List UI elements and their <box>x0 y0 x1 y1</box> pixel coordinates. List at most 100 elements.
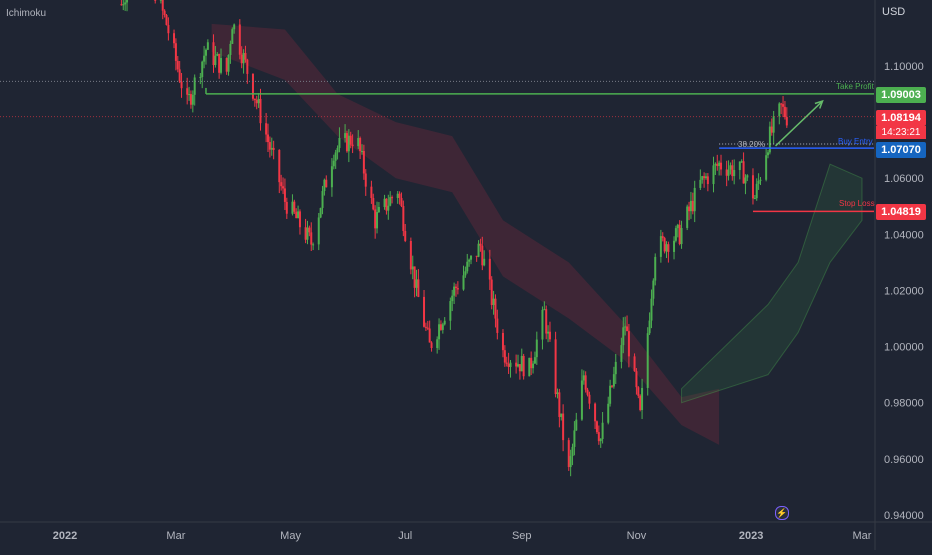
candle-body <box>334 152 337 161</box>
candle-body <box>740 161 743 163</box>
candle-body <box>490 279 493 305</box>
y-tick-label: 1.06000 <box>884 173 924 185</box>
candle-body <box>633 356 636 372</box>
candle-body <box>174 43 177 61</box>
candle-body <box>176 60 179 70</box>
candle-body <box>218 53 221 73</box>
candle-body <box>451 295 454 302</box>
x-tick-label: Sep <box>512 530 532 542</box>
candle-body <box>720 162 723 170</box>
candle-body <box>680 227 683 245</box>
y-tick-label: 0.98000 <box>884 398 924 410</box>
candle-body <box>443 320 446 325</box>
candle-body <box>257 98 260 104</box>
candle-body <box>398 193 401 198</box>
candle-body <box>229 43 232 55</box>
candle-body <box>385 198 388 211</box>
candle-body <box>344 133 347 138</box>
candle-body <box>586 389 589 395</box>
candle-body <box>387 205 390 211</box>
candle-body <box>541 309 544 340</box>
candle-body <box>689 200 692 212</box>
flash-icon[interactable]: ⚡ <box>775 506 789 520</box>
candle-body <box>582 375 585 381</box>
x-tick-label: Mar <box>853 530 872 542</box>
candle-body <box>441 324 444 330</box>
candle-body <box>646 333 649 388</box>
candle-body <box>295 211 298 219</box>
candle-body <box>548 331 551 340</box>
candle-body <box>520 355 523 372</box>
candle-body <box>362 151 365 174</box>
y-tick-label: 1.00000 <box>884 342 924 354</box>
candle-body <box>595 421 598 433</box>
candle-body <box>665 244 668 252</box>
candle-body <box>259 98 262 124</box>
candle-body <box>599 438 602 442</box>
countdown-tag: 14:23:21 <box>876 126 926 139</box>
candle-body <box>126 0 129 3</box>
candle-body <box>556 392 559 395</box>
candle-body <box>464 271 467 276</box>
candle-body <box>783 106 786 118</box>
y-tick-label: 0.94000 <box>884 510 924 522</box>
candle-body <box>272 147 275 150</box>
candle-body <box>165 15 168 25</box>
candle-body <box>746 175 749 178</box>
candle-body <box>466 261 469 272</box>
candle-body <box>782 104 785 107</box>
candle-body <box>751 175 754 199</box>
candle-body <box>268 142 271 150</box>
candle-body <box>430 342 433 348</box>
candle-body <box>612 374 615 387</box>
candle-body <box>778 103 781 117</box>
candle-body <box>411 266 414 270</box>
candle-body <box>462 275 465 290</box>
candle-body <box>639 395 642 411</box>
candle-body <box>364 173 367 187</box>
candle-body <box>298 211 301 228</box>
entry-price-tag: 1.07070 <box>876 142 926 158</box>
candle-body <box>360 151 363 153</box>
stop-loss-price-tag: 1.04819 <box>876 204 926 220</box>
candle-body <box>242 52 245 64</box>
target-arrow-head <box>814 99 824 109</box>
candle-body <box>731 165 734 177</box>
candle-body <box>718 162 721 167</box>
candle-body <box>124 2 127 5</box>
candle-body <box>389 197 392 206</box>
candle-body <box>515 362 518 367</box>
take-profit-label: Take Profit <box>836 82 874 91</box>
candle-body <box>701 176 704 180</box>
candle-body <box>573 430 576 447</box>
candle-body <box>291 201 294 214</box>
candle-body <box>654 256 657 281</box>
candle-body <box>167 24 170 34</box>
y-tick-label: 1.10000 <box>884 61 924 73</box>
candle-body <box>652 280 655 299</box>
candle-body <box>278 149 281 183</box>
candle-body <box>648 320 651 334</box>
candle-body <box>533 357 536 364</box>
candle-body <box>423 296 426 327</box>
candle-body <box>635 371 638 388</box>
candle-body <box>509 362 512 367</box>
candle-body <box>558 392 561 417</box>
candle-body <box>193 77 196 95</box>
candle-body <box>547 331 550 334</box>
candle-body <box>661 236 664 239</box>
candle-body <box>607 403 610 423</box>
candle-body <box>336 147 339 153</box>
current-price-tag: 1.08194 <box>876 110 926 126</box>
candle-body <box>120 4 123 6</box>
candle-body <box>601 422 604 439</box>
candle-body <box>688 206 691 212</box>
candle-body <box>312 244 315 246</box>
candle-body <box>470 255 473 260</box>
y-tick-label: 0.96000 <box>884 454 924 466</box>
candle-body <box>530 357 533 369</box>
x-tick-label: Nov <box>627 530 647 542</box>
candle-body <box>404 230 407 241</box>
